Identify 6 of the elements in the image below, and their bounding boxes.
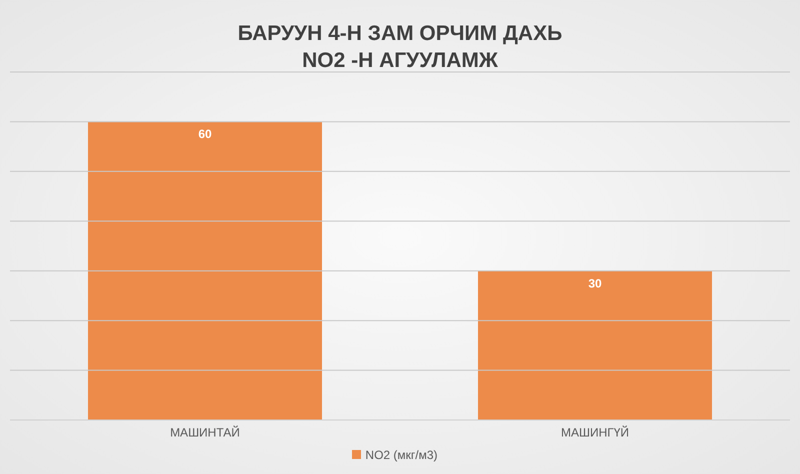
legend-label: NO2 (мкг/м3) [365, 448, 438, 462]
x-tick-label: МАШИНГҮЙ [560, 426, 630, 440]
x-tick-label: МАШИНТАЙ [170, 426, 240, 440]
data-label: 30 [588, 276, 602, 290]
data-label: 60 [198, 127, 212, 142]
chart-title: БАРУУН 4-Н ЗАМ ОРЧИМ ДАХЬ NO2 -Н АГУУЛАМЖ [236, 21, 564, 74]
